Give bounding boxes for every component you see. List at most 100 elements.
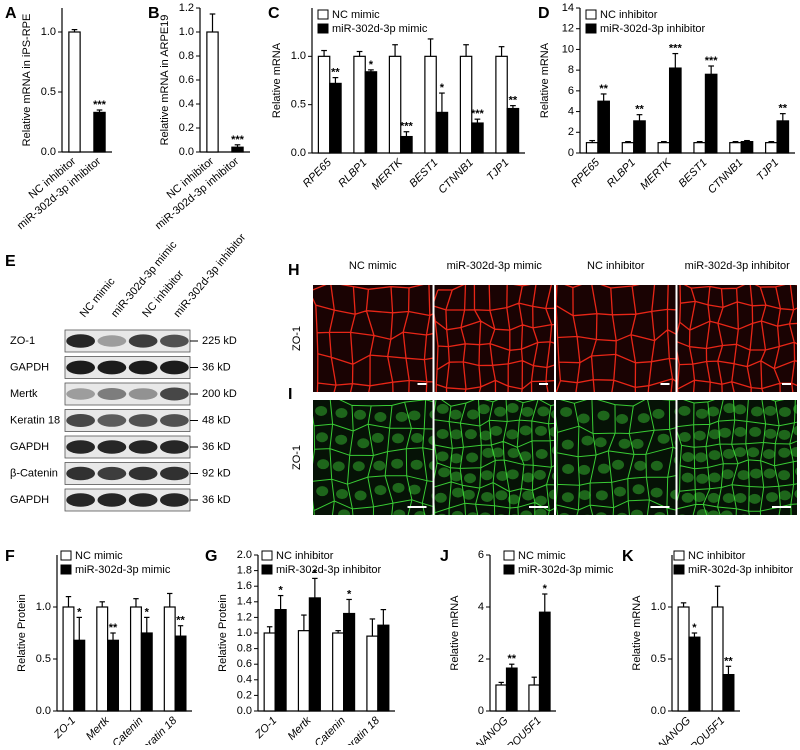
significance-label: ***: [705, 55, 719, 67]
nucleus: [650, 487, 663, 498]
y-tick-label: 4: [478, 601, 484, 613]
y-tick-label: 1.0: [291, 50, 306, 62]
legend-swatch: [317, 9, 329, 20]
significance-label: **: [724, 655, 733, 667]
nucleus: [374, 485, 387, 496]
nucleus: [708, 450, 721, 461]
x-tick-label: CTNNB1: [436, 157, 476, 197]
nucleus: [678, 405, 691, 416]
nucleus: [490, 425, 503, 436]
nucleus: [734, 493, 747, 504]
column-label: miR-302d-3p mimic: [447, 260, 543, 272]
nucleus: [373, 460, 386, 471]
bar: [495, 55, 508, 154]
panel-letter: J: [440, 548, 449, 565]
y-tick-label: 0.2: [237, 689, 252, 701]
x-tick-label: TJP1: [485, 157, 512, 184]
nucleus: [763, 515, 775, 525]
nucleus: [578, 490, 591, 501]
bar: [364, 71, 378, 154]
nucleus: [749, 516, 761, 526]
nucleus: [332, 461, 345, 472]
nucleus: [766, 492, 779, 503]
size-label: 36 kD: [202, 441, 231, 453]
x-tick-label: ZO-1: [51, 715, 78, 742]
nucleus: [723, 403, 736, 414]
bar: [506, 107, 520, 154]
nucleus: [519, 425, 532, 436]
nucleus: [537, 406, 550, 417]
nucleus: [560, 406, 573, 417]
y-axis-label: Relative Protein: [16, 594, 28, 672]
y-tick-label: 0.5: [291, 99, 306, 111]
panel-letter: K: [622, 548, 634, 565]
significance-label: *: [347, 588, 352, 600]
y-tick-label: 0.6: [179, 74, 194, 86]
x-tick-label: RPE65: [301, 156, 335, 190]
nucleus: [511, 514, 518, 515]
y-tick-label: 10: [562, 43, 574, 55]
panel-letter: G: [205, 548, 217, 565]
y-tick-label: 0: [568, 147, 574, 159]
bar: [711, 606, 724, 712]
nucleus: [549, 515, 561, 525]
x-tick-label: Mertk: [286, 714, 314, 742]
y-tick-label: 1.0: [36, 601, 51, 613]
blot-band: [66, 414, 95, 427]
nucleus: [522, 472, 535, 483]
nucleus: [496, 470, 509, 481]
nucleus: [751, 406, 764, 417]
nucleus: [315, 405, 328, 416]
blot-band: [66, 360, 95, 375]
nucleus: [654, 511, 666, 515]
nucleus: [450, 471, 463, 482]
y-axis-label: Relative Protein: [217, 594, 229, 672]
nucleus: [674, 408, 676, 415]
blot-band: [128, 440, 158, 454]
significance-label: *: [313, 567, 318, 579]
x-tick-label: NANOG: [656, 714, 693, 745]
blot-band: [66, 388, 95, 400]
panel-letter: F: [5, 548, 15, 565]
x-tick-label: Keratin 18: [338, 714, 383, 745]
blot-band: [160, 493, 189, 507]
nucleus: [594, 437, 607, 448]
protein-label: GAPDH: [10, 494, 49, 506]
significance-label: *: [145, 606, 150, 618]
micrograph: [556, 285, 676, 392]
bar: [621, 142, 635, 154]
legend-label: NC mimic: [518, 550, 566, 562]
nucleus: [778, 447, 791, 458]
nucleus: [681, 492, 694, 503]
y-tick-label: 1.2: [179, 2, 194, 14]
nucleus: [778, 406, 791, 417]
nucleus: [792, 425, 797, 436]
nucleus: [482, 447, 495, 458]
bar: [163, 606, 176, 712]
cell-borders: [313, 400, 433, 515]
nucleus: [693, 492, 706, 503]
cell-borders: [313, 285, 433, 392]
blot-band: [66, 440, 95, 454]
nucleus: [632, 484, 645, 495]
nucleus: [630, 509, 643, 515]
size-label: 225 kD: [202, 335, 237, 347]
nucleus: [494, 406, 507, 417]
bar: [308, 597, 321, 712]
nucleus: [467, 512, 479, 515]
panel-letter: I: [288, 386, 292, 403]
nucleus: [794, 489, 797, 498]
x-tick-label: β-Catenin: [103, 715, 146, 745]
legend-swatch: [317, 23, 329, 34]
nucleus: [335, 434, 348, 445]
significance-label: ***: [669, 43, 683, 55]
y-tick-label: 1.4: [237, 596, 252, 608]
nucleus: [561, 492, 574, 503]
blot-band: [128, 334, 158, 348]
significance-label: ***: [93, 99, 107, 111]
significance-label: *: [440, 82, 445, 94]
nucleus: [438, 513, 446, 515]
nucleus: [371, 432, 384, 443]
nucleus: [534, 495, 547, 506]
size-label: 92 kD: [202, 467, 231, 479]
